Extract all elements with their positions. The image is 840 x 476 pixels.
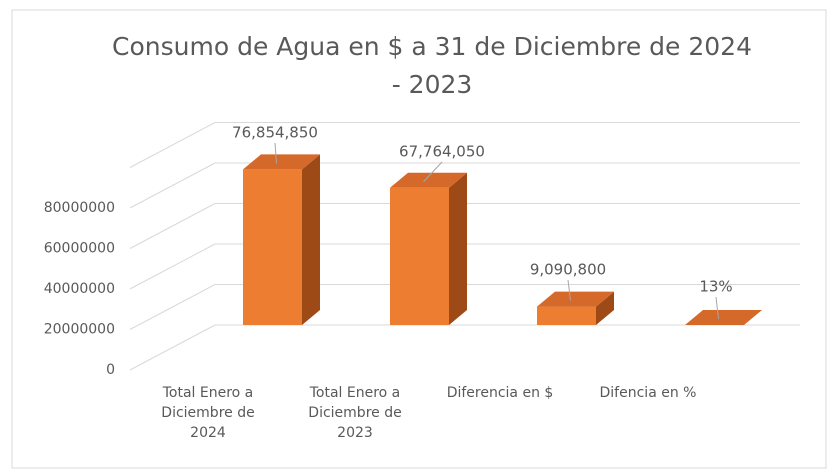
- data-label: 9,090,800: [530, 261, 606, 279]
- bar-top: [243, 154, 320, 170]
- grid-line: [129, 243, 216, 290]
- leader-line: [423, 161, 443, 183]
- grid-line: [129, 324, 216, 371]
- chart-title: Consumo de Agua en $ a 31 de Diciembre d…: [112, 32, 752, 99]
- leader-line: [567, 279, 571, 301]
- x-tick-label: Difencia en %: [599, 385, 697, 401]
- data-label: 13%: [699, 278, 732, 296]
- x-tick-label: Total Enero a Diciembre de 2023: [308, 385, 402, 441]
- bar-side: [596, 291, 614, 325]
- bar-side: [302, 154, 320, 325]
- y-tick-label: 60000000: [44, 241, 115, 257]
- x-tick-label: Diferencia en $: [446, 385, 554, 401]
- x-tick-label: Total Enero a Diciembre de 2024: [161, 385, 255, 441]
- chart-border: [11, 9, 827, 469]
- grid-line: [129, 284, 216, 330]
- bar: [390, 187, 449, 325]
- bar-top: [685, 309, 762, 325]
- grid-line: [129, 203, 216, 249]
- leader-line: [274, 142, 277, 164]
- bar: [243, 169, 302, 325]
- bar-top: [390, 172, 467, 188]
- y-tick-label: 80000000: [44, 200, 115, 216]
- grid-line: [129, 162, 216, 209]
- y-tick-label: 20000000: [44, 322, 115, 338]
- y-tick-label: 0: [106, 362, 115, 378]
- data-label: 76,854,850: [232, 124, 318, 142]
- y-tick-label: 40000000: [44, 281, 115, 297]
- leader-line: [715, 296, 719, 320]
- data-label: 67,764,050: [399, 143, 485, 161]
- bar: [537, 306, 596, 325]
- bar-top: [537, 291, 614, 307]
- bar-side: [449, 172, 467, 325]
- grid-line: [129, 122, 216, 168]
